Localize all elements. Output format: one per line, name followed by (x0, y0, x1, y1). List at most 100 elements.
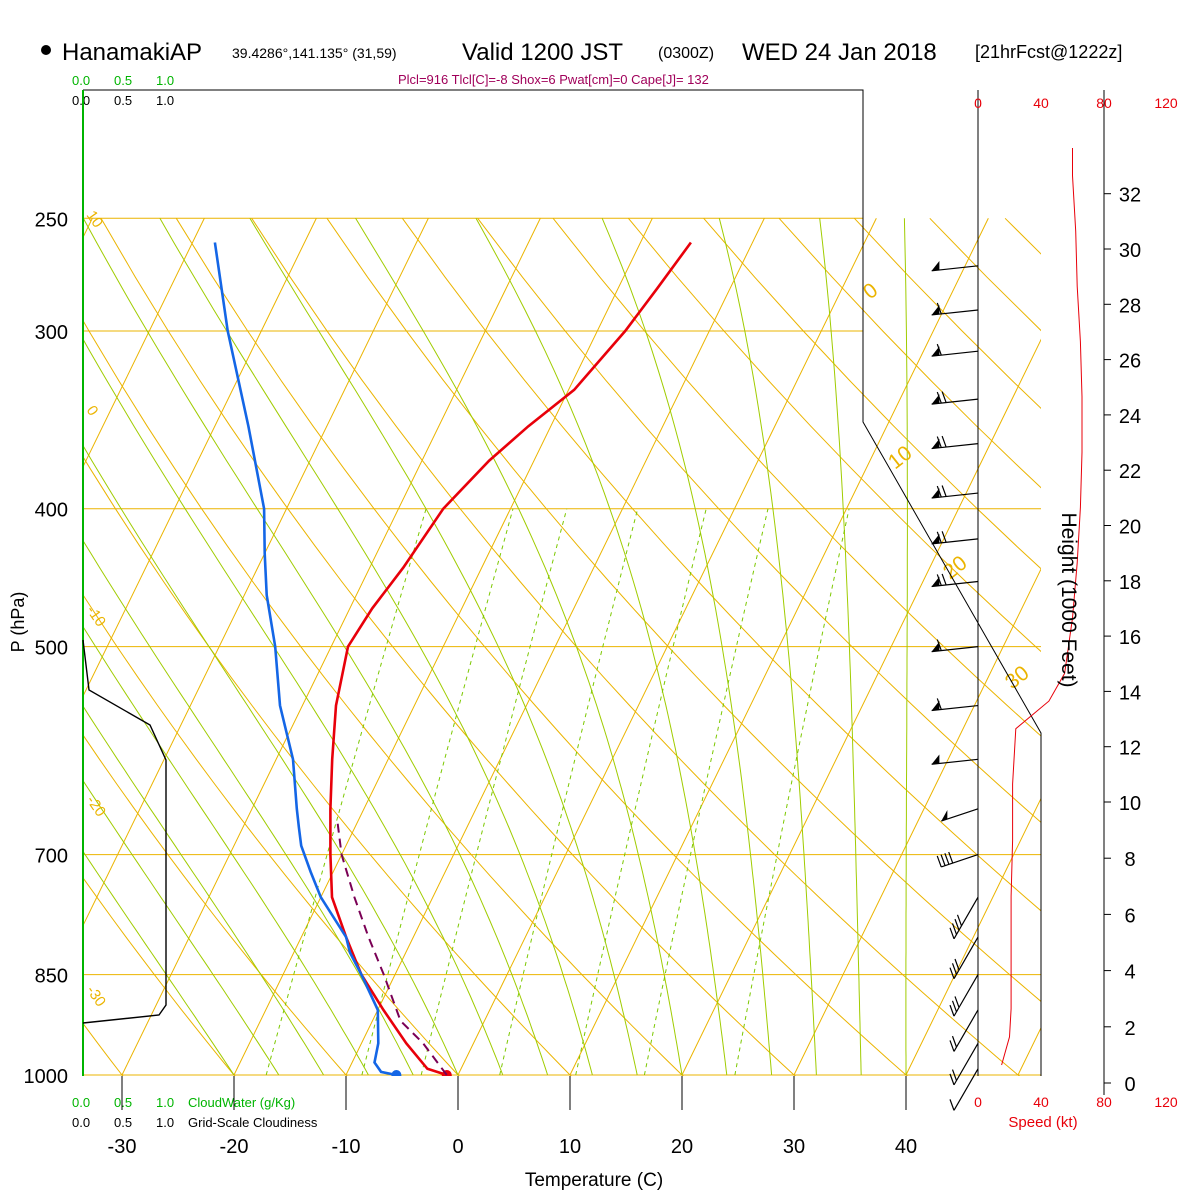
wind-barb-feather (941, 573, 947, 586)
mixing-ratio-line-3 (420, 508, 568, 1076)
dry-adiabat-line (175, 218, 908, 1076)
dry-adiabat-line (326, 218, 1041, 1003)
wind-barb-feather (936, 343, 942, 356)
cloudiness-scale-1: 0.5 (114, 93, 132, 108)
temperature-axis: -30 -20 -10 0 10 20 30 40 (108, 1076, 917, 1158)
pressure-tick-1000: 1000 (24, 1066, 69, 1088)
wind-barb (931, 573, 979, 588)
mixing-ratio-line-20 (734, 508, 850, 1076)
wind-barb-staff (953, 1068, 979, 1111)
dewpoint-line (213, 242, 397, 1076)
pressure-tick-400: 400 (35, 500, 68, 522)
temp-tick-label: 40 (895, 1136, 917, 1158)
height-tick-label: 22 (1119, 461, 1141, 483)
pressure-axis-title: P (hPa) (8, 592, 28, 653)
wind-barb-pennant (931, 305, 940, 315)
wind-barb-feather (940, 854, 946, 866)
wind-barb-feather (949, 1099, 955, 1111)
dry-adiabat-line (83, 1022, 124, 1076)
speed-profile-line (1001, 148, 1083, 1066)
wind-barb-pennant (931, 394, 940, 405)
wind-barb-feather (936, 531, 942, 544)
cloudwater-scale-0: 0.0 (72, 73, 90, 88)
dry-adiabat-line (401, 218, 1041, 912)
cloudwater-scale-2: 1.0 (156, 73, 174, 88)
dry-adiabat-line (0, 218, 32, 1105)
speed-tick-top-120: 120 (1154, 95, 1178, 111)
zulu-time: (0300Z) (658, 45, 714, 62)
wind-barb-feather (949, 1073, 955, 1086)
cloudiness-label: Grid-Scale Cloudiness (188, 1115, 318, 1130)
temp-tick-label: 20 (671, 1136, 693, 1158)
pressure-tick-850: 850 (35, 966, 68, 988)
height-tick-label: 6 (1124, 905, 1135, 927)
wind-barb-feather (944, 853, 950, 865)
dry-adiabat-line (83, 593, 460, 1076)
wind-barb (931, 343, 979, 357)
isotherm-line (233, 218, 653, 1076)
height-tick-label: 4 (1124, 962, 1135, 984)
cloudwater-scale-bottom-2: 1.0 (156, 1095, 174, 1110)
wind-barb-staff (931, 443, 979, 450)
wind-barb-feather (941, 391, 947, 403)
wind-barb-feather (936, 855, 942, 868)
wind-barb (949, 1009, 979, 1052)
pressure-tick-250: 250 (35, 209, 68, 231)
moist-adiabat-line (903, 218, 908, 1075)
temp-tick-label: -30 (108, 1136, 137, 1158)
wind-barb-feather (936, 391, 942, 404)
wind-barb (931, 698, 979, 712)
valid-time: Valid 1200 JST (462, 39, 623, 66)
wind-barb-pennant (931, 754, 940, 765)
speed-panel (1001, 148, 1083, 1066)
wind-barb-feather (956, 914, 963, 926)
isotherm-line (83, 218, 317, 698)
dry-adiabat-label: 0 (859, 279, 882, 304)
cloudiness-scale-0: 0.0 (72, 93, 90, 108)
height-tick-label: 18 (1119, 572, 1141, 594)
temperature-line (329, 241, 692, 1076)
wind-barb-pennant (931, 576, 940, 587)
wind-barb-feather (941, 531, 947, 543)
station-location: 39.4286°,141.135° (31,59) (232, 45, 397, 61)
wind-barb-feather (936, 639, 942, 651)
wind-barb (931, 639, 979, 653)
height-tick-label: 0 (1124, 1074, 1135, 1096)
cloudwater-scale-bottom-0: 0.0 (72, 1095, 90, 1110)
wind-barb-pennant (931, 534, 940, 544)
pressure-axis: 1000 850 700 500 400 300 250 (24, 209, 69, 1088)
isotherm-line (83, 218, 205, 468)
dry-adiabat-line (83, 876, 236, 1076)
wind-barb (949, 1068, 979, 1111)
temperature-axis-title: Temperature (C) (525, 1170, 663, 1191)
wind-barb-feather (951, 923, 958, 935)
stability-indices: Plcl=916 Tlcl[C]=-8 Shox=6 Pwat[cm]=0 Ca… (398, 72, 709, 87)
wind-barb-staff (953, 974, 979, 1017)
height-tick-label: 28 (1119, 295, 1141, 317)
mixing-ratio-line-12 (643, 508, 769, 1076)
wind-barb-staff (953, 1009, 979, 1052)
dry-adiabat-label: 30 (1001, 661, 1034, 694)
wind-barb-pennant (931, 438, 940, 449)
wind-barb-feather (951, 1069, 958, 1081)
wind-barb-feather (936, 436, 942, 448)
moist-adiabat-line (601, 218, 773, 1076)
wind-barb-pennant (931, 641, 940, 652)
mixing-ratio-label: 5 (483, 1084, 502, 1101)
isotherm-line (83, 218, 429, 927)
wind-barb-feather (936, 302, 942, 315)
wind-barb (931, 435, 979, 450)
wind-barb-feather (951, 1035, 958, 1048)
moist-adiabat-line (718, 218, 817, 1076)
wind-barb-staff (953, 1043, 979, 1086)
dry-adiabat-line (703, 217, 1041, 570)
height-tick-label: 10 (1119, 793, 1141, 815)
wind-barb (931, 391, 979, 405)
pressure-tick-700: 700 (35, 846, 68, 868)
temp-tick-label: -20 (220, 1136, 249, 1158)
dry-adiabat-line (83, 734, 348, 1076)
dry-adiabat-line (552, 217, 1041, 737)
cloudiness-scale-2: 1.0 (156, 93, 174, 108)
mixing-ratio-line-1 (265, 508, 427, 1076)
